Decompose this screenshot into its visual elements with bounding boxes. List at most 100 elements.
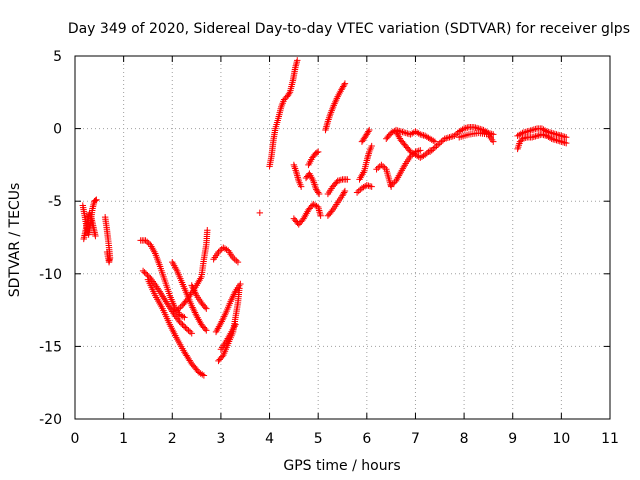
axis-ticks: 0 1 2 3 4 5 6 7 8 9 10 11 5 0 -5 -10 -15 -20	[39, 49, 619, 447]
data-point	[341, 80, 349, 87]
series-h1	[514, 125, 570, 141]
data-point	[436, 139, 443, 147]
data-point	[234, 258, 242, 266]
series-b2	[139, 267, 195, 337]
data-point	[139, 267, 147, 275]
data-point	[381, 164, 388, 172]
y-tick-label: 0	[53, 122, 62, 138]
data-point	[183, 325, 191, 333]
data-point	[143, 238, 151, 246]
data-point	[514, 132, 521, 140]
series-b3	[144, 276, 208, 379]
data-point	[368, 183, 375, 190]
data-point	[92, 232, 99, 240]
series-e3	[324, 187, 349, 219]
data-point	[340, 189, 348, 196]
data-point	[294, 57, 301, 64]
data-point	[412, 128, 419, 135]
data-point	[430, 137, 437, 144]
series-h2	[514, 131, 570, 153]
data-point	[409, 130, 416, 137]
series-d1	[256, 209, 264, 217]
x-tick-label: 6	[362, 431, 371, 447]
y-tick-label: -5	[48, 194, 62, 210]
data-point	[543, 132, 550, 140]
data-point	[563, 139, 570, 147]
data-point	[452, 131, 460, 138]
data-point	[328, 208, 335, 215]
data-point	[92, 197, 99, 204]
data-point	[451, 132, 458, 140]
data-point	[339, 192, 346, 199]
data-point	[358, 184, 366, 192]
data-point	[417, 147, 424, 154]
data-point	[545, 133, 552, 141]
data-point	[188, 330, 195, 337]
data-point	[203, 305, 210, 312]
series-c4	[217, 321, 239, 353]
data-point	[297, 183, 305, 190]
y-axis-label: SDTVAR / TECUs	[7, 183, 23, 298]
data-point	[353, 189, 361, 196]
data-point	[231, 256, 238, 263]
data-point	[431, 144, 439, 151]
data-point	[175, 305, 182, 312]
series-d2	[266, 57, 301, 170]
data-point	[177, 319, 185, 327]
data-point	[317, 212, 324, 219]
data-point	[516, 131, 523, 139]
data-point	[220, 244, 227, 251]
data-point	[517, 130, 525, 138]
data-point	[417, 154, 424, 161]
data-point	[428, 147, 435, 154]
data-point	[357, 186, 364, 193]
data-point	[438, 138, 445, 145]
data-point	[387, 182, 395, 189]
series-f3	[358, 126, 373, 145]
data-point	[412, 151, 419, 158]
data-point	[204, 227, 211, 234]
x-tick-label: 9	[508, 431, 517, 447]
x-tick-label: 0	[71, 431, 80, 447]
data-point	[93, 196, 100, 203]
data-point	[340, 190, 347, 198]
data-point	[426, 135, 434, 142]
data-point	[379, 163, 387, 170]
data-point	[233, 257, 240, 264]
data-point	[387, 129, 395, 137]
series-c3	[212, 280, 244, 336]
data-point	[546, 134, 554, 141]
data-point	[421, 151, 429, 158]
data-point	[180, 322, 188, 330]
series-a3	[101, 213, 114, 266]
data-point	[341, 187, 349, 195]
x-tick-label: 1	[119, 431, 128, 447]
data-point	[200, 372, 208, 379]
series-d6	[305, 148, 322, 169]
data-point	[185, 327, 192, 334]
data-point	[378, 161, 385, 169]
series-e1	[322, 80, 349, 134]
data-point	[480, 126, 487, 134]
data-point	[181, 314, 188, 321]
plot-border	[74, 55, 611, 420]
series-f1	[353, 182, 375, 196]
data-point	[430, 145, 437, 153]
data-point	[431, 138, 439, 145]
data-point	[177, 303, 184, 311]
data-point	[199, 371, 206, 378]
data-point	[314, 148, 322, 156]
data-point	[344, 176, 351, 183]
data-point	[373, 166, 380, 173]
data-point	[428, 136, 435, 143]
data-point	[314, 189, 322, 196]
data-point	[421, 132, 429, 140]
y-tick-label: -20	[39, 412, 62, 428]
data-point	[457, 127, 465, 134]
series-b1	[137, 237, 188, 321]
data-point	[103, 248, 111, 256]
data-point	[310, 200, 317, 208]
data-point	[141, 269, 148, 276]
data-points	[79, 57, 570, 379]
